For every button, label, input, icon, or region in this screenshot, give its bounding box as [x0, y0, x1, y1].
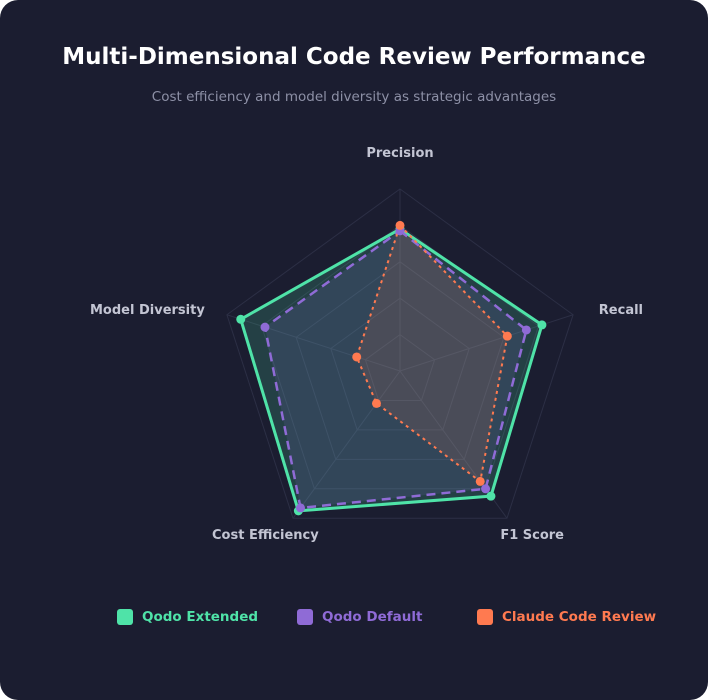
series-areas — [240, 225, 542, 511]
series-points — [236, 220, 547, 516]
grid-spoke — [226, 314, 401, 372]
legend-item-qodo-default[interactable]: Qodo Default — [297, 606, 422, 628]
data-point-qodo-default[interactable] — [296, 503, 306, 513]
grid-ring — [295, 261, 505, 460]
axis-labels: Precision Recall F1 Score Cost Efficiency Mo… — [90, 146, 643, 543]
grid-spoke — [292, 370, 401, 519]
data-point-claude-code-review[interactable] — [395, 220, 405, 230]
data-point-qodo-default[interactable] — [481, 484, 491, 494]
data-point-claude-code-review[interactable] — [371, 398, 381, 408]
legend-label: Claude Code Review — [502, 609, 657, 625]
series-line-qodo-default — [263, 229, 528, 510]
grid-ring — [226, 188, 574, 519]
grid-ring — [330, 297, 470, 431]
series-line-qodo-extended — [239, 227, 544, 513]
legend-label: Qodo Extended — [142, 609, 259, 625]
legend-swatch — [477, 609, 493, 625]
axis-label-cost-efficiency: Cost Efficiency — [212, 528, 319, 543]
series-lines — [239, 224, 544, 513]
data-point-qodo-default[interactable] — [521, 325, 531, 335]
data-point-qodo-extended[interactable] — [236, 314, 246, 324]
legend-swatch — [117, 609, 133, 625]
series-area-claude-code-review — [356, 225, 508, 482]
legend: Qodo Extended Qodo Default Claude Code R… — [0, 606, 708, 630]
data-point-qodo-extended[interactable] — [537, 320, 547, 330]
data-point-qodo-extended[interactable] — [486, 491, 496, 501]
legend-swatch — [297, 609, 313, 625]
chart-title: Multi-Dimensional Code Review Performanc… — [62, 44, 646, 70]
data-point-qodo-default[interactable] — [260, 322, 270, 332]
legend-label: Qodo Default — [322, 609, 423, 625]
axis-label-model-diversity: Model Diversity — [90, 303, 205, 318]
data-point-claude-code-review[interactable] — [352, 352, 362, 362]
data-point-claude-code-review[interactable] — [475, 476, 485, 486]
chart-subtitle: Cost efficiency and model diversity as s… — [151, 89, 557, 105]
axis-label-recall: Recall — [599, 303, 643, 318]
grid-ring — [364, 333, 436, 401]
series-area-qodo-default — [264, 230, 527, 508]
axis-label-f1-score: F1 Score — [500, 528, 564, 543]
series-area-qodo-extended — [240, 229, 542, 511]
legend-item-qodo-extended[interactable]: Qodo Extended — [117, 606, 258, 628]
axis-label-precision: Precision — [366, 146, 433, 161]
data-point-claude-code-review[interactable] — [502, 331, 512, 341]
series-line-claude-code-review — [355, 224, 509, 483]
legend-item-claude-code-review[interactable]: Claude Code Review — [477, 606, 656, 628]
grid-ring — [260, 224, 540, 490]
